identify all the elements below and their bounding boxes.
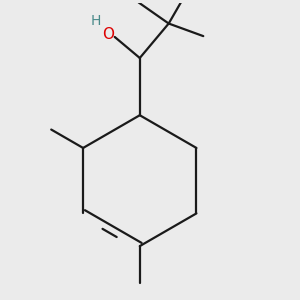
Text: O: O — [103, 27, 115, 42]
Text: H: H — [91, 14, 101, 28]
